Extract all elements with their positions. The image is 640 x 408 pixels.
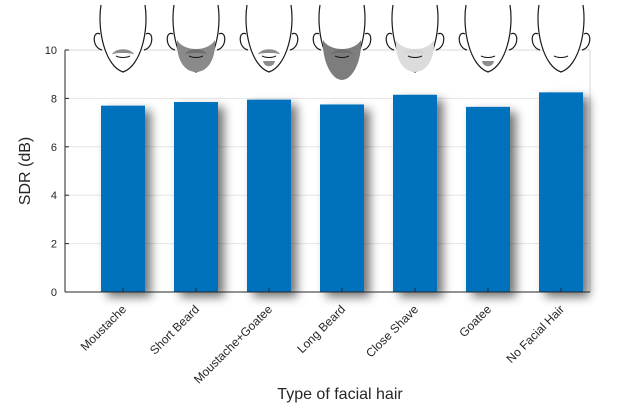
x-axis-title: Type of facial hair (277, 386, 403, 403)
y-tick-label: 8 (51, 93, 57, 105)
x-tick-label: Short Beard (147, 302, 202, 357)
long-beard-face-icon (312, 4, 372, 80)
x-tick-label: No Facial Hair (503, 302, 567, 366)
y-axis-title: SDR (dB) (17, 137, 34, 205)
bar-series (101, 92, 583, 293)
moustache-goatee-face-icon (239, 4, 299, 73)
x-tick-label: Moustache (78, 302, 130, 354)
bar (393, 94, 437, 293)
y-tick-labels: 0 2 4 6 8 10 (45, 45, 69, 299)
moustache-face-icon (93, 4, 153, 73)
y-tick-label: 2 (51, 239, 57, 251)
bar (539, 92, 583, 292)
bar (101, 105, 145, 292)
x-tick-label: Goatee (456, 302, 494, 340)
y-tick-label: 4 (51, 190, 57, 202)
bar (247, 99, 291, 292)
goatee-face-icon (458, 4, 518, 73)
face-icons (93, 4, 591, 80)
y-tick-label: 10 (45, 45, 57, 57)
y-tick-label: 6 (51, 142, 57, 154)
bar (320, 104, 364, 292)
close-shave-face-icon (385, 4, 445, 73)
short-beard-face-icon (166, 4, 226, 73)
x-tick-label: Close Shave (363, 302, 421, 360)
x-tick-label: Moustache+Goatee (191, 302, 275, 386)
y-tick-label: 0 (51, 287, 57, 299)
bar (174, 102, 218, 292)
bar (466, 106, 510, 293)
x-tick-label: Long Beard (294, 302, 348, 356)
no-facial-hair-face-icon (531, 4, 591, 73)
